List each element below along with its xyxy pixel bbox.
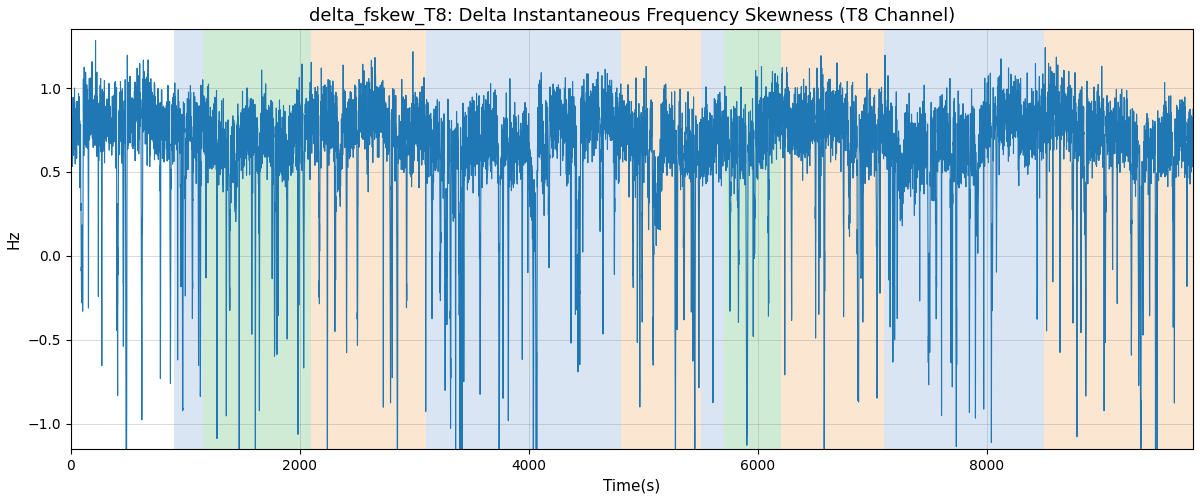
- Bar: [724, 30, 781, 449]
- Bar: [174, 30, 203, 449]
- Y-axis label: Hz: Hz: [7, 230, 22, 249]
- Bar: [311, 30, 426, 449]
- X-axis label: Time(s): Time(s): [604, 478, 660, 493]
- Bar: [884, 30, 1044, 449]
- Bar: [1044, 30, 1193, 449]
- Bar: [701, 30, 724, 449]
- Bar: [781, 30, 884, 449]
- Bar: [426, 30, 620, 449]
- Bar: [203, 30, 311, 449]
- Title: delta_fskew_T8: Delta Instantaneous Frequency Skewness (T8 Channel): delta_fskew_T8: Delta Instantaneous Freq…: [308, 7, 955, 25]
- Bar: [620, 30, 701, 449]
